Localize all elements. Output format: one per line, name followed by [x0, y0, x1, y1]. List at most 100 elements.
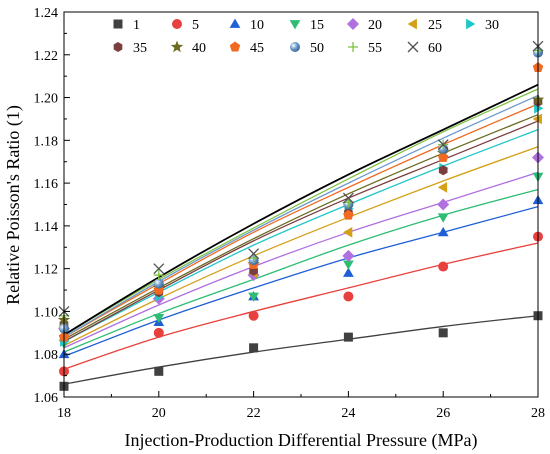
y-tick-label: 1.24: [34, 6, 59, 21]
point-35-4: [438, 165, 448, 176]
fit-line-25: [63, 146, 539, 347]
legend-marker-35: [113, 42, 123, 52]
legend-item-35: 35: [113, 41, 147, 56]
point-15-1: [153, 313, 165, 324]
x-tick-label: 22: [247, 406, 261, 421]
point-1-4: [438, 328, 448, 338]
fit-line-10: [63, 206, 539, 357]
y-tick-label: 1.16: [34, 177, 59, 192]
x-axis: 18 20 22 24 26 28: [57, 391, 545, 421]
y-tick-label: 1.08: [34, 348, 59, 363]
fit-line-45: [63, 103, 539, 338]
legend-item-50: 50: [290, 41, 324, 56]
legend-item-10: 10: [229, 18, 264, 33]
point-1-2: [249, 343, 259, 353]
point-5-4: [438, 261, 449, 272]
y-tick-label: 1.20: [34, 92, 59, 107]
y-tick-label: 1.18: [34, 134, 59, 149]
legend-marker-45: [229, 41, 241, 52]
legend-item-1: 1: [113, 18, 140, 33]
y-tick-label: 1.10: [34, 305, 59, 320]
legend-item-15: 15: [289, 18, 324, 33]
legend-label-60: 60: [428, 41, 442, 56]
point-20-3: [342, 249, 355, 262]
legend-marker-50: [290, 42, 300, 52]
legend-label-55: 55: [368, 41, 382, 56]
point-45-4: [437, 151, 449, 162]
fit-line-35: [63, 120, 539, 342]
point-50-1: [153, 278, 164, 289]
x-tick-label: 24: [341, 406, 355, 421]
y-tick-label: 1.14: [34, 220, 59, 235]
legend-marker-1: [113, 19, 123, 29]
legend-item-5: 5: [172, 18, 199, 33]
point-1-3: [343, 332, 353, 342]
point-60-4: [437, 139, 449, 151]
legend-label-45: 45: [250, 41, 264, 56]
point-1-1: [154, 366, 164, 376]
point-5-1: [153, 327, 164, 338]
point-20-4: [437, 198, 450, 211]
y-axis-title: Relative Poisson's Ratio (1): [3, 105, 24, 305]
legend-label-50: 50: [310, 41, 324, 56]
legend-item-30: 30: [466, 18, 499, 33]
legend-marker-30: [466, 18, 476, 30]
x-tick-label: 18: [57, 406, 71, 421]
point-60-3: [342, 192, 354, 204]
y-tick-label: 1.12: [34, 263, 59, 278]
legend-label-40: 40: [192, 41, 206, 56]
point-15-4: [437, 213, 449, 223]
x-tick-label: 26: [436, 406, 450, 421]
legend-marker-25: [407, 18, 417, 30]
legend-label-25: 25: [428, 18, 442, 33]
y-tick-label: 1.22: [34, 49, 59, 64]
point-10-4: [437, 226, 449, 237]
legend-label-20: 20: [368, 18, 382, 33]
legend-marker-5: [172, 19, 182, 29]
legend-marker-60: [407, 41, 419, 53]
legend-marker-15: [289, 20, 301, 30]
point-60-2: [248, 248, 260, 260]
legend-marker-55: [348, 42, 358, 52]
y-axis: 1.06 1.08 1.10 1.12 1.14 1.16 1.18 1.20 1.22 1.24: [34, 6, 70, 406]
series-5: [59, 231, 543, 377]
y-tick-label: 1.06: [34, 391, 59, 406]
legend-label-5: 5: [192, 18, 199, 33]
fit-line-40: [63, 114, 539, 340]
fit-line-1: [63, 315, 539, 385]
legend-marker-40: [170, 40, 184, 53]
legend-label-15: 15: [310, 18, 324, 33]
point-15-2: [248, 292, 259, 302]
fit-lines: [63, 83, 539, 385]
legend-item-40: 40: [170, 40, 206, 56]
x-axis-title: Injection-Production Differential Pressu…: [124, 430, 477, 451]
point-15-3: [343, 260, 354, 270]
point-55-3: [343, 197, 354, 208]
fit-line-50: [63, 94, 539, 338]
fit-line-30: [63, 129, 539, 342]
x-tick-label: 20: [152, 406, 166, 421]
point-25-3: [343, 226, 353, 238]
legend-item-20: 20: [347, 18, 382, 33]
point-55-2: [248, 252, 259, 263]
point-45-3: [343, 209, 354, 220]
legend-item-25: 25: [407, 18, 442, 33]
legend-item-60: 60: [407, 41, 442, 56]
fit-line-55: [63, 88, 539, 336]
point-55-1: [153, 270, 164, 281]
legend-label-35: 35: [133, 41, 147, 56]
legend-marker-20: [347, 18, 359, 30]
point-5-3: [343, 291, 354, 302]
legend-item-45: 45: [229, 41, 264, 56]
x-tick-label: 28: [531, 406, 545, 421]
fit-line-20: [63, 171, 539, 349]
legend-item-55: 55: [348, 41, 382, 56]
fit-line-5: [63, 242, 539, 370]
point-25-5: [532, 113, 542, 125]
legend-label-10: 10: [250, 18, 264, 33]
fit-line-60: [63, 83, 539, 336]
point-25-4: [437, 182, 448, 193]
